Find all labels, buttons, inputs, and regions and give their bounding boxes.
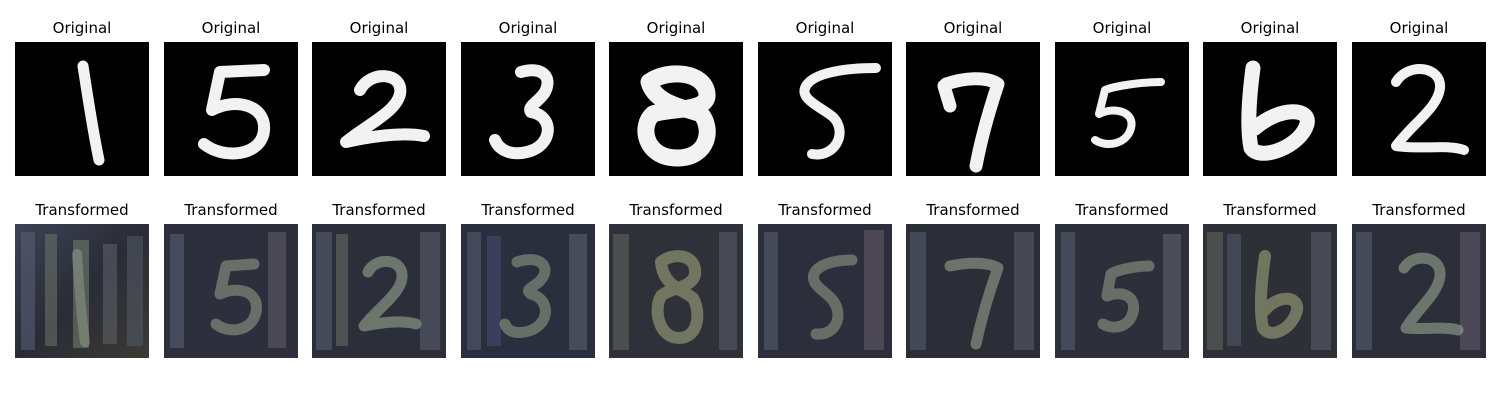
transformed-row: Transformed Transformed bbox=[0, 200, 1500, 360]
transformed-title-10: Transformed bbox=[1372, 201, 1466, 219]
original-cell-7: Original bbox=[906, 18, 1040, 178]
transformed-image-3 bbox=[312, 224, 446, 358]
original-cell-6: Original bbox=[758, 18, 892, 178]
original-image-10 bbox=[1352, 42, 1486, 176]
transformed-cell-10: Transformed bbox=[1352, 200, 1486, 360]
transformed-image-9 bbox=[1203, 224, 1337, 358]
digit-2-image bbox=[312, 42, 446, 176]
digit-8-image bbox=[609, 42, 743, 176]
transformed-title-8: Transformed bbox=[1075, 201, 1169, 219]
transformed-title-5: Transformed bbox=[629, 201, 723, 219]
transformed-cell-7: Transformed bbox=[906, 200, 1040, 360]
original-image-5 bbox=[609, 42, 743, 176]
transformed-image-8 bbox=[1055, 224, 1189, 358]
original-cell-5: Original bbox=[609, 18, 743, 178]
original-image-1 bbox=[15, 42, 149, 176]
transformed-image-7 bbox=[906, 224, 1040, 358]
digit-5-image bbox=[758, 42, 892, 176]
original-title-4: Original bbox=[498, 19, 558, 37]
original-image-2 bbox=[164, 42, 298, 176]
transformed-digit-5-image bbox=[1055, 224, 1189, 358]
transformed-digit-6-image bbox=[1203, 224, 1337, 358]
original-cell-3: Original bbox=[312, 18, 446, 178]
original-image-4 bbox=[461, 42, 595, 176]
original-image-9 bbox=[1203, 42, 1337, 176]
original-title-5: Original bbox=[646, 19, 706, 37]
transformed-image-2 bbox=[164, 224, 298, 358]
transformed-cell-4: Transformed bbox=[461, 200, 595, 360]
transformed-digit-2-image bbox=[1352, 224, 1486, 358]
original-image-8 bbox=[1055, 42, 1189, 176]
original-cell-9: Original bbox=[1203, 18, 1337, 178]
digit-1-image bbox=[15, 42, 149, 176]
transformed-image-10 bbox=[1352, 224, 1486, 358]
transformed-digit-5-image bbox=[164, 224, 298, 358]
transformed-cell-9: Transformed bbox=[1203, 200, 1337, 360]
original-cell-10: Original bbox=[1352, 18, 1486, 178]
original-title-8: Original bbox=[1092, 19, 1152, 37]
digit-2-image bbox=[1352, 42, 1486, 176]
transformed-image-4 bbox=[461, 224, 595, 358]
original-image-6 bbox=[758, 42, 892, 176]
original-title-7: Original bbox=[943, 19, 1003, 37]
original-title-1: Original bbox=[52, 19, 112, 37]
transformed-title-3: Transformed bbox=[332, 201, 426, 219]
original-row: Original Original Original Original bbox=[0, 18, 1500, 178]
transformed-title-1: Transformed bbox=[35, 201, 129, 219]
transformed-cell-1: Transformed bbox=[15, 200, 149, 360]
digit-5-image bbox=[1055, 42, 1189, 176]
transformed-digit-1-image bbox=[15, 224, 149, 358]
transformed-cell-8: Transformed bbox=[1055, 200, 1189, 360]
digit-5-image bbox=[164, 42, 298, 176]
original-cell-1: Original bbox=[15, 18, 149, 178]
transformed-title-9: Transformed bbox=[1223, 201, 1317, 219]
original-title-3: Original bbox=[349, 19, 409, 37]
transformed-title-6: Transformed bbox=[778, 201, 872, 219]
transformed-digit-3-image bbox=[461, 224, 595, 358]
transformed-digit-8-image bbox=[609, 224, 743, 358]
original-title-10: Original bbox=[1389, 19, 1449, 37]
transformed-digit-5-image bbox=[758, 224, 892, 358]
transformed-image-5 bbox=[609, 224, 743, 358]
original-title-9: Original bbox=[1240, 19, 1300, 37]
transformed-title-7: Transformed bbox=[926, 201, 1020, 219]
digit-7-image bbox=[906, 42, 1040, 176]
transformed-cell-3: Transformed bbox=[312, 200, 446, 360]
original-image-3 bbox=[312, 42, 446, 176]
transformed-image-1 bbox=[15, 224, 149, 358]
original-cell-4: Original bbox=[461, 18, 595, 178]
digit-3-image bbox=[461, 42, 595, 176]
digit-6-image bbox=[1203, 42, 1337, 176]
original-cell-8: Original bbox=[1055, 18, 1189, 178]
transformed-title-2: Transformed bbox=[184, 201, 278, 219]
transformed-digit-7-image bbox=[906, 224, 1040, 358]
transformed-digit-2-image bbox=[312, 224, 446, 358]
transformed-cell-6: Transformed bbox=[758, 200, 892, 360]
original-title-2: Original bbox=[201, 19, 261, 37]
transformed-cell-2: Transformed bbox=[164, 200, 298, 360]
original-image-7 bbox=[906, 42, 1040, 176]
transformed-title-4: Transformed bbox=[481, 201, 575, 219]
transformed-cell-5: Transformed bbox=[609, 200, 743, 360]
transformed-image-6 bbox=[758, 224, 892, 358]
original-cell-2: Original bbox=[164, 18, 298, 178]
original-title-6: Original bbox=[795, 19, 855, 37]
